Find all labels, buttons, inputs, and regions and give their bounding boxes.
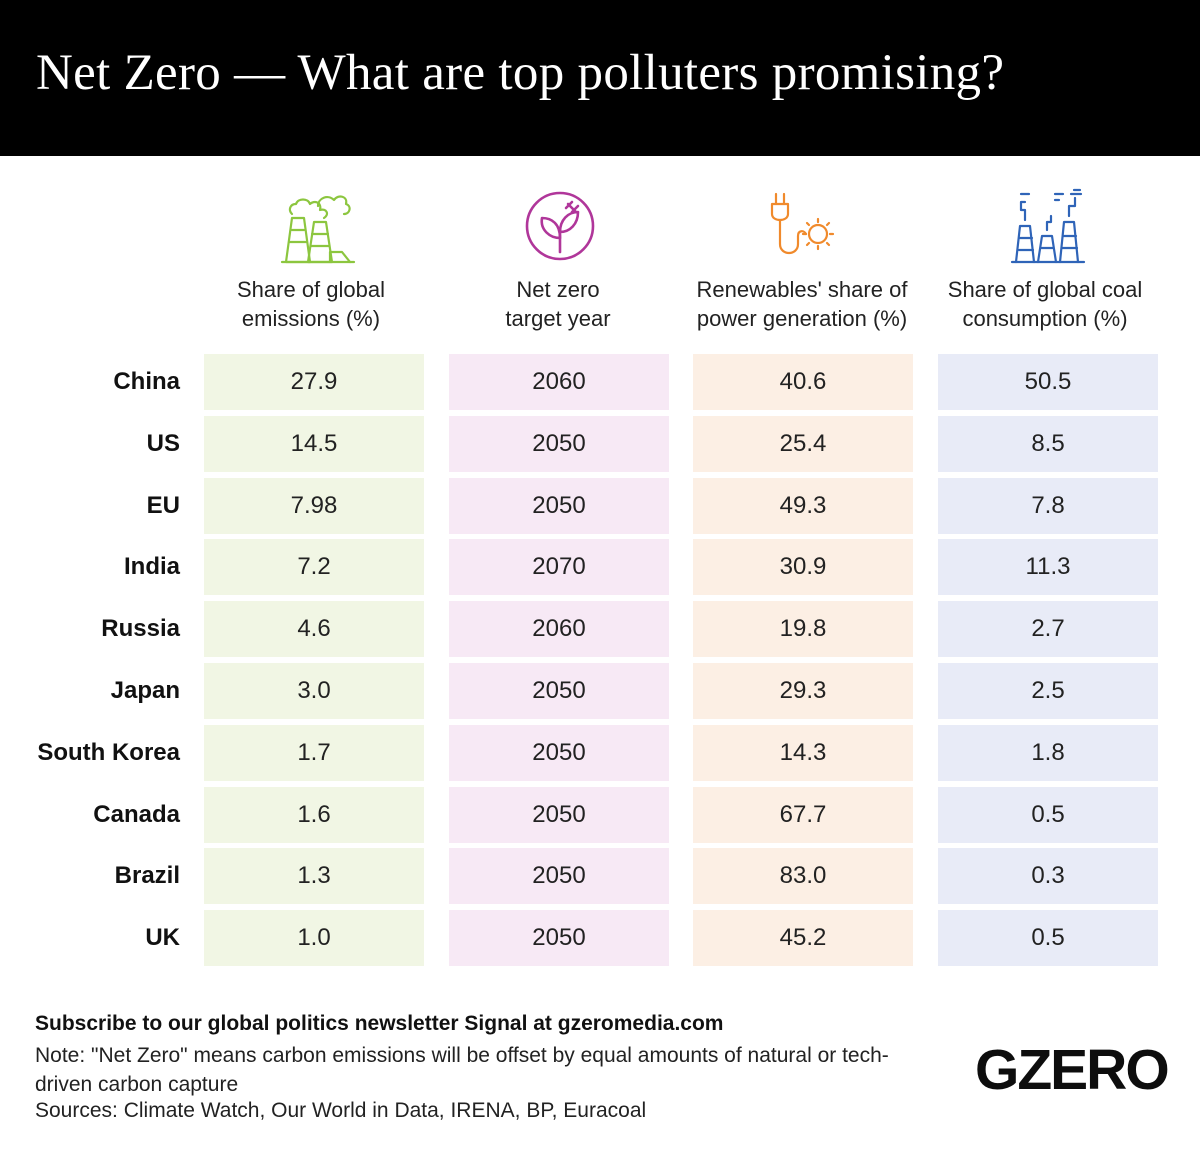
column-header-coal-line2: consumption (%)	[962, 306, 1128, 331]
cell-coal: 2.7	[938, 601, 1158, 657]
row-label-eu: EU	[146, 492, 180, 519]
column-header-target-line1: Net zero	[516, 277, 600, 302]
cell-emissions: 7.2	[204, 539, 424, 595]
cell-target: 2070	[449, 539, 669, 595]
plug-sun-shape	[770, 192, 835, 255]
cell-target: 2050	[449, 787, 669, 843]
column-header-emissions-line2: emissions (%)	[241, 306, 381, 331]
row-label-brazil: Brazil	[114, 862, 180, 889]
column-header-renewables-line1: Renewables' share of	[696, 277, 908, 302]
leaf-plug-icon	[520, 186, 600, 266]
cell-coal: 8.5	[938, 416, 1158, 472]
column-header-renewables: Renewables' share of power generation (%…	[677, 275, 927, 333]
row-label-canada: Canada	[93, 801, 180, 828]
cell-coal: 0.5	[938, 787, 1158, 843]
cell-renewables: 14.3	[693, 725, 913, 781]
cell-emissions: 4.6	[204, 601, 424, 657]
cell-coal: 1.8	[938, 725, 1158, 781]
cell-target: 2060	[449, 354, 669, 410]
cell-coal: 0.3	[938, 848, 1158, 904]
cell-renewables: 25.4	[693, 416, 913, 472]
cell-emissions: 3.0	[204, 663, 424, 719]
cell-emissions: 7.98	[204, 478, 424, 534]
cell-renewables: 67.7	[693, 787, 913, 843]
row-label-south-korea: South Korea	[37, 739, 180, 766]
factory-emissions-icon	[278, 186, 358, 266]
column-header-target: Net zero target year	[433, 275, 683, 333]
cell-renewables: 30.9	[693, 539, 913, 595]
cell-emissions: 1.6	[204, 787, 424, 843]
cell-emissions: 1.7	[204, 725, 424, 781]
cell-coal: 0.5	[938, 910, 1158, 966]
cell-renewables: 49.3	[693, 478, 913, 534]
column-header-emissions-line1: Share of global	[237, 277, 385, 302]
row-label-china: China	[113, 368, 180, 395]
column-header-coal: Share of global coal consumption (%)	[920, 275, 1170, 333]
factory-emissions-shape	[280, 195, 356, 264]
cell-coal: 2.5	[938, 663, 1158, 719]
cell-renewables: 19.8	[693, 601, 913, 657]
row-label-japan: Japan	[110, 677, 180, 704]
cell-target: 2050	[449, 910, 669, 966]
page-title: Net Zero — What are top polluters promis…	[36, 45, 1005, 101]
cell-target: 2060	[449, 601, 669, 657]
cell-coal: 50.5	[938, 354, 1158, 410]
gzero-logo: GZERO	[975, 1038, 1170, 1102]
row-label-us: US	[146, 430, 180, 457]
coal-plant-svg	[1010, 188, 1086, 264]
cell-emissions: 1.3	[204, 848, 424, 904]
column-header-emissions: Share of global emissions (%)	[186, 275, 436, 333]
row-label-uk: UK	[145, 924, 180, 951]
cell-emissions: 1.0	[204, 910, 424, 966]
title-bar: Net Zero — What are top polluters promis…	[0, 0, 1200, 156]
plug-sun-svg	[770, 192, 835, 255]
sources-text: Sources: Climate Watch, Our World in Dat…	[35, 1099, 647, 1122]
cell-target: 2050	[449, 663, 669, 719]
column-header-renewables-line2: power generation (%)	[696, 306, 908, 331]
cell-coal: 11.3	[938, 539, 1158, 595]
cell-coal: 7.8	[938, 478, 1158, 534]
leaf-plug-shape	[525, 191, 595, 261]
column-header-coal-line1: Share of global coal	[947, 277, 1143, 302]
cell-renewables: 40.6	[693, 354, 913, 410]
cell-renewables: 29.3	[693, 663, 913, 719]
column-header-target-line2: target year	[505, 306, 611, 331]
cell-target: 2050	[449, 725, 669, 781]
cell-renewables: 45.2	[693, 910, 913, 966]
footnote-text: Note: "Net Zero" means carbon emissions …	[35, 1044, 889, 1096]
plug-sun-icon	[768, 186, 848, 266]
cell-target: 2050	[449, 416, 669, 472]
leaf-plug-svg	[525, 191, 595, 261]
cell-target: 2050	[449, 848, 669, 904]
cell-target: 2050	[449, 478, 669, 534]
factory-emissions-svg	[280, 195, 356, 264]
subscribe-text: Subscribe to our global politics newslet…	[35, 1012, 724, 1035]
coal-plant-icon	[1008, 186, 1088, 266]
row-label-india: India	[123, 553, 180, 580]
cell-renewables: 83.0	[693, 848, 913, 904]
cell-emissions: 14.5	[204, 416, 424, 472]
row-label-russia: Russia	[101, 615, 180, 642]
cell-emissions: 27.9	[204, 354, 424, 410]
coal-plant-shape	[1010, 188, 1086, 264]
